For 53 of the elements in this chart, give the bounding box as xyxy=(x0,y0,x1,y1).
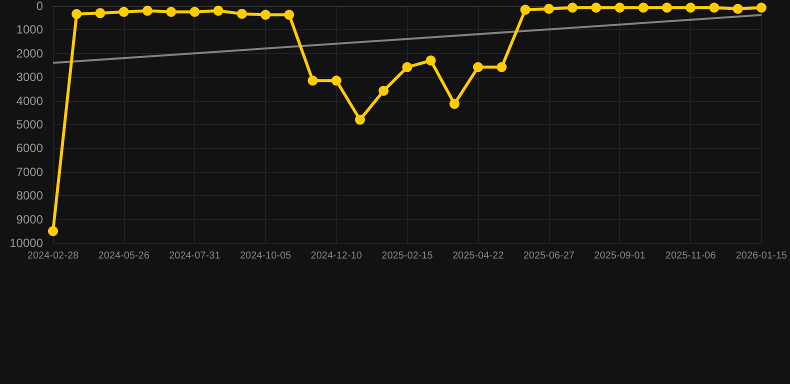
point xyxy=(213,6,224,16)
point xyxy=(496,62,507,72)
point xyxy=(260,10,271,20)
point xyxy=(638,2,648,13)
y-tick-label: 9000 xyxy=(16,212,44,226)
point xyxy=(378,86,389,96)
point xyxy=(166,6,176,17)
point xyxy=(568,2,578,13)
point xyxy=(686,2,696,13)
y-tick-label: 6000 xyxy=(16,141,44,156)
point xyxy=(48,226,58,236)
y-tick-label: 2000 xyxy=(16,46,44,60)
x-tick-label: 2025-11-06 xyxy=(665,250,716,262)
point xyxy=(473,62,484,72)
x-tick-label: 2025-02-15 xyxy=(382,250,434,262)
x-tick-label: 2025-04-22 xyxy=(452,250,504,262)
point xyxy=(402,62,412,72)
point xyxy=(520,4,530,15)
point xyxy=(756,2,766,13)
x-tick-label: 2026-01-15 xyxy=(736,250,788,262)
y-tick-label: 3000 xyxy=(16,70,44,84)
x-tick-label: 2024-07-31 xyxy=(169,250,221,262)
point xyxy=(614,2,625,13)
point xyxy=(449,98,460,109)
y-tick-label: 4000 xyxy=(16,94,44,108)
point xyxy=(72,9,82,20)
y-tick-label: 10000 xyxy=(10,236,44,250)
point xyxy=(354,114,365,125)
point xyxy=(236,8,247,19)
point xyxy=(544,4,554,14)
x-tick-label: 2025-06-27 xyxy=(523,250,575,262)
point xyxy=(331,76,342,86)
x-tick-label: 2024-05-26 xyxy=(98,250,150,262)
x-tick-label: 2024-02-28 xyxy=(27,250,80,262)
point xyxy=(284,10,294,20)
point xyxy=(426,56,436,66)
point xyxy=(190,6,200,17)
y-tick-label: 1000 xyxy=(16,22,44,37)
y-tick-label: 7000 xyxy=(16,164,44,179)
x-tick-label: 2024-12-10 xyxy=(310,250,362,262)
x-tick-label: 2024-10-05 xyxy=(240,250,292,262)
point xyxy=(308,76,318,86)
y-tick-label: 5000 xyxy=(16,118,44,132)
point xyxy=(118,6,129,17)
y-tick-label: 0 xyxy=(36,0,44,13)
x-tick-label: 2025-09-01 xyxy=(594,250,646,262)
point xyxy=(95,8,106,18)
point xyxy=(591,2,602,13)
point xyxy=(662,2,672,13)
point xyxy=(732,4,743,14)
point xyxy=(709,2,720,13)
y-tick-label: 8000 xyxy=(16,188,44,203)
point xyxy=(142,6,152,16)
